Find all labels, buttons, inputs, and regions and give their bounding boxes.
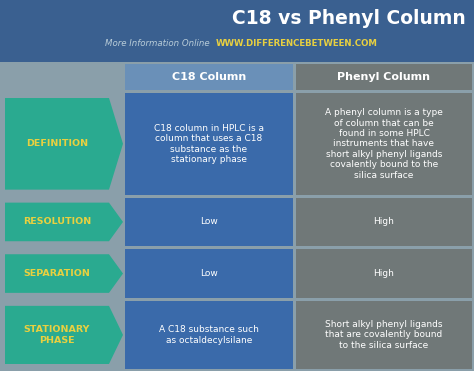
Text: WWW.DIFFERENCEBETWEEN.COM: WWW.DIFFERENCEBETWEEN.COM <box>216 39 378 49</box>
Polygon shape <box>5 98 123 190</box>
Bar <box>125 301 293 369</box>
Bar <box>125 64 293 90</box>
Text: Low: Low <box>200 269 218 278</box>
Bar <box>296 93 472 195</box>
Text: C18 Column: C18 Column <box>172 72 246 82</box>
Text: Phenyl Column: Phenyl Column <box>337 72 430 82</box>
Polygon shape <box>5 203 123 241</box>
Text: A phenyl column is a type
of column that can be
found in some HPLC
instruments t: A phenyl column is a type of column that… <box>325 108 443 180</box>
Text: Low: Low <box>200 217 218 226</box>
Text: A C18 substance such
as octaldecylsilane: A C18 substance such as octaldecylsilane <box>159 325 259 345</box>
Text: RESOLUTION: RESOLUTION <box>23 217 91 226</box>
Text: STATIONARY
PHASE: STATIONARY PHASE <box>24 325 90 345</box>
Bar <box>125 249 293 298</box>
Text: C18 column in HPLC is a
column that uses a C18
substance as the
stationary phase: C18 column in HPLC is a column that uses… <box>154 124 264 164</box>
Bar <box>296 249 472 298</box>
Bar <box>125 198 293 246</box>
Text: Short alkyl phenyl ligands
that are covalently bound
to the silica surface: Short alkyl phenyl ligands that are cova… <box>325 320 443 350</box>
Text: C18 vs Phenyl Column: C18 vs Phenyl Column <box>232 9 466 27</box>
Text: DEFINITION: DEFINITION <box>26 139 88 148</box>
Bar <box>0 0 474 62</box>
Polygon shape <box>5 254 123 293</box>
Text: More Information Online: More Information Online <box>105 39 210 49</box>
Text: SEPARATION: SEPARATION <box>24 269 91 278</box>
Text: High: High <box>374 217 394 226</box>
Bar <box>296 64 472 90</box>
Text: High: High <box>374 269 394 278</box>
Bar <box>296 301 472 369</box>
Polygon shape <box>5 306 123 364</box>
Bar <box>125 93 293 195</box>
Bar <box>296 198 472 246</box>
